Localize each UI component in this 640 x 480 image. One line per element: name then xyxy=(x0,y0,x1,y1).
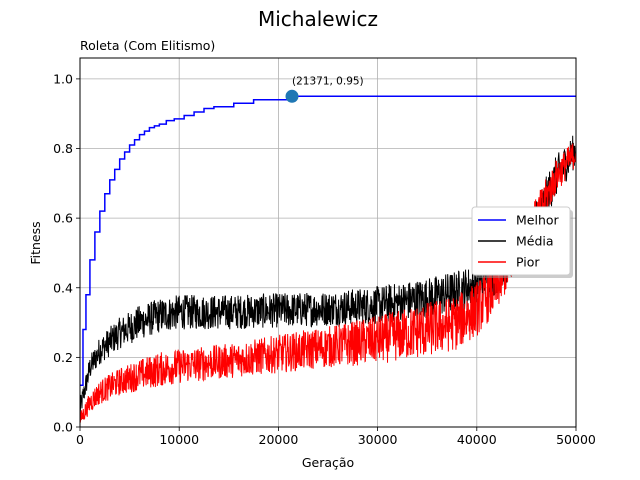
x-axis-label: Geração xyxy=(302,455,354,470)
y-tick-label: 0.6 xyxy=(53,211,73,226)
plot-frame xyxy=(79,57,577,428)
y-axis-label: Fitness xyxy=(28,221,43,264)
chart-subtitle: Roleta (Com Elitismo) xyxy=(80,38,215,53)
x-tick-label: 50000 xyxy=(556,432,596,447)
y-tick-label: 0.4 xyxy=(53,280,73,295)
best-point-label: (21371, 0.95) xyxy=(292,75,364,87)
chart-title: Michalewicz xyxy=(258,7,378,31)
x-tick-label: 40000 xyxy=(457,432,497,447)
y-tick-label: 0.8 xyxy=(53,141,73,156)
legend-label: Melhor xyxy=(516,213,560,228)
x-tick-label: 10000 xyxy=(159,432,199,447)
y-tick-label: 1.0 xyxy=(53,71,73,86)
legend-box xyxy=(471,206,571,276)
y-tick-label: 0.0 xyxy=(53,420,73,435)
y-tick-label: 0.2 xyxy=(53,350,73,365)
legend: Melhor Média Pior xyxy=(471,206,573,278)
x-tick-label: 0 xyxy=(76,432,84,447)
legend-label: Pior xyxy=(516,255,540,270)
annotation-layer: (21371, 0.95) xyxy=(285,75,364,103)
series-line-melhor xyxy=(80,95,576,386)
ticks: 0 10000 20000 30000 40000 50000 0.0 0.2 0.4 0.6 0.… xyxy=(53,71,596,447)
legend-label: Média xyxy=(516,234,554,249)
x-tick-label: 30000 xyxy=(358,432,398,447)
x-tick-label: 20000 xyxy=(259,432,299,447)
best-point-marker xyxy=(285,89,299,103)
